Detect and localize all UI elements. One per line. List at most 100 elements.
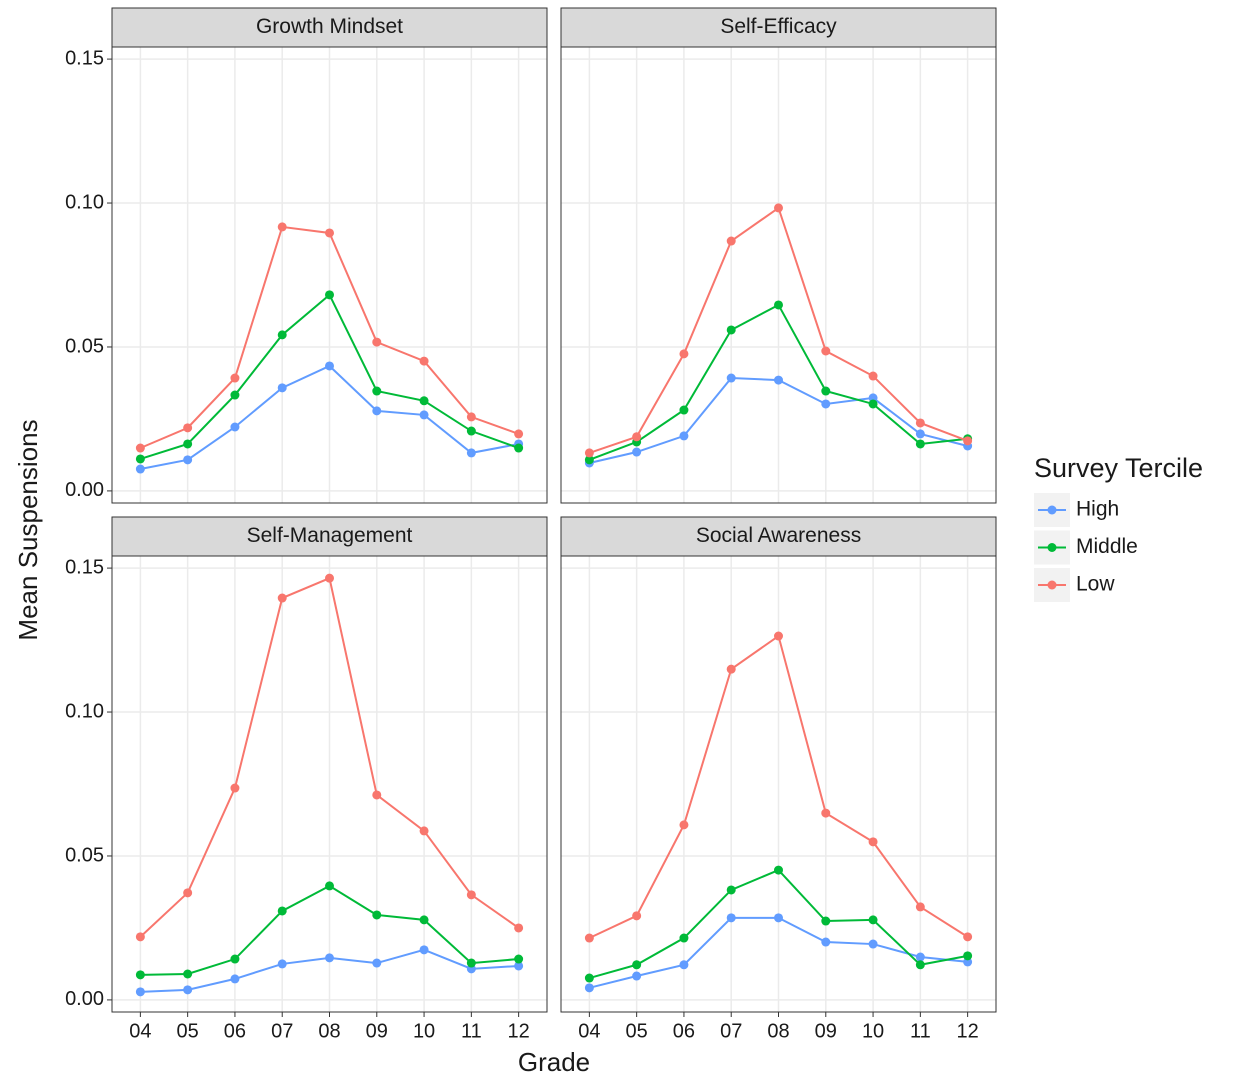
data-point (135, 443, 145, 453)
data-point (915, 429, 925, 439)
x-tick-label: 05 (177, 1020, 199, 1042)
y-tick-label: 0.00 (65, 479, 104, 501)
legend-title: Survey Tercile (1034, 453, 1203, 483)
data-point (584, 983, 594, 993)
legend-label: Middle (1076, 535, 1138, 558)
legend-key-point (1047, 543, 1057, 552)
data-point (419, 410, 429, 420)
data-point (325, 361, 334, 371)
legend-label: Low (1076, 573, 1115, 596)
x-tick-label: 07 (271, 1020, 293, 1042)
data-point (135, 454, 145, 464)
data-point (774, 865, 783, 875)
data-point (632, 960, 642, 970)
x-tick-label: 10 (862, 1020, 884, 1042)
x-tick-label: 06 (224, 1020, 246, 1042)
data-point (679, 820, 689, 830)
data-point (868, 399, 878, 409)
x-tick-label: 04 (129, 1020, 151, 1042)
data-point (325, 881, 334, 891)
data-point (230, 783, 240, 793)
y-tick-label: 0.10 (65, 700, 104, 722)
data-point (679, 960, 689, 970)
data-point (821, 386, 831, 396)
data-point (821, 346, 831, 356)
y-tick-label: 0.10 (65, 191, 104, 213)
data-point (726, 325, 736, 335)
x-tick-label: 05 (626, 1020, 648, 1042)
strip (111, 7, 548, 48)
data-point (774, 375, 783, 385)
data-point (632, 432, 642, 442)
data-point (325, 228, 334, 238)
panel-border (560, 555, 997, 1013)
data-point (679, 933, 689, 943)
x-tick-label: 07 (720, 1020, 742, 1042)
legend-label: High (1076, 498, 1119, 521)
data-point (726, 236, 736, 246)
y-tick-label: 0.15 (65, 556, 104, 578)
legend-key-point (1047, 580, 1057, 590)
data-point (632, 447, 642, 457)
data-point (135, 987, 145, 997)
data-point (419, 915, 429, 925)
data-point (466, 412, 476, 422)
facet-title: Self-Management (247, 524, 413, 547)
data-point (514, 429, 524, 439)
x-tick-label: 10 (413, 1020, 435, 1042)
data-point (277, 906, 287, 916)
x-tick-label: 09 (366, 1020, 388, 1042)
y-tick-label: 0.00 (65, 988, 104, 1010)
y-axis-title: Mean Suspensions (13, 419, 43, 640)
panel-border (560, 46, 997, 504)
data-point (466, 426, 476, 436)
data-point (230, 390, 240, 400)
data-point (135, 932, 145, 942)
y-tick-label: 0.05 (65, 844, 104, 866)
strip (560, 7, 997, 48)
data-point (372, 337, 382, 347)
data-point (821, 916, 831, 926)
data-point (868, 939, 878, 949)
data-point (915, 439, 925, 449)
data-point (514, 954, 524, 964)
data-point (277, 383, 287, 393)
data-point (584, 973, 594, 983)
data-point (277, 222, 287, 232)
x-tick-label: 08 (767, 1020, 789, 1042)
data-point (230, 954, 240, 964)
data-point (372, 910, 382, 920)
panel-border (111, 46, 548, 504)
data-point (726, 664, 736, 674)
x-tick-label: 12 (957, 1020, 979, 1042)
data-point (466, 958, 476, 968)
x-tick-label: 11 (461, 1020, 482, 1042)
data-point (868, 837, 878, 847)
data-point (821, 808, 831, 818)
x-tick-label: 06 (673, 1020, 695, 1042)
x-tick-label: 12 (508, 1020, 530, 1042)
data-point (963, 932, 973, 942)
data-point (679, 431, 689, 441)
x-tick-label: 08 (318, 1020, 340, 1042)
data-point (514, 443, 524, 453)
data-point (372, 386, 382, 396)
data-point (584, 448, 594, 458)
data-point (774, 913, 783, 923)
data-point (183, 423, 193, 433)
y-tick-label: 0.05 (65, 335, 104, 357)
data-point (135, 970, 145, 980)
data-point (679, 405, 689, 415)
data-point (584, 455, 594, 465)
strip (111, 516, 548, 557)
legend-key-point (1047, 505, 1057, 515)
data-point (230, 422, 240, 432)
x-axis-title: Grade (518, 1047, 590, 1077)
data-point (774, 300, 783, 310)
data-point (726, 913, 736, 923)
data-point (915, 418, 925, 428)
data-point (419, 826, 429, 836)
data-point (821, 399, 831, 409)
data-point (915, 952, 925, 962)
data-point (419, 356, 429, 366)
